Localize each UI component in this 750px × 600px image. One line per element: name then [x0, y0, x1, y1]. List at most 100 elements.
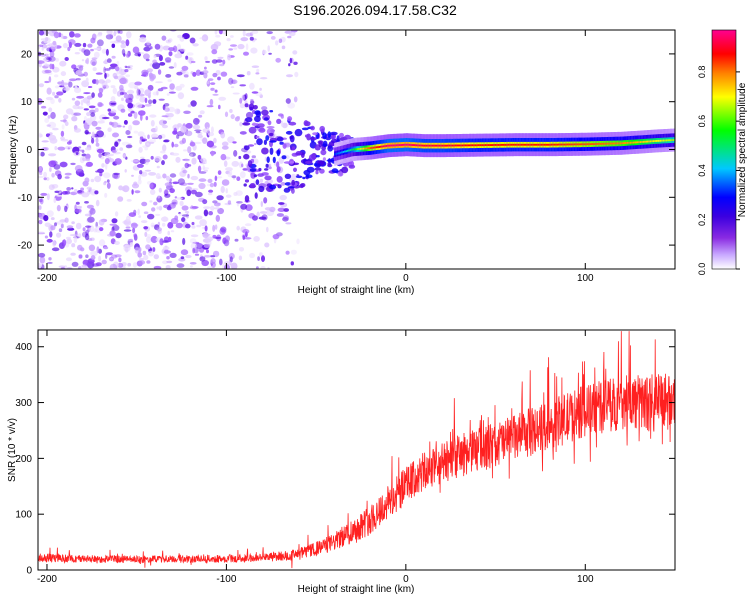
- noise-speckle: [77, 190, 83, 193]
- noise-speckle: [168, 91, 176, 94]
- noise-speckle: [122, 154, 126, 158]
- noise-speckle: [138, 247, 141, 255]
- noise-speckle: [273, 237, 277, 244]
- noise-speckle: [192, 43, 199, 47]
- signal-peak: [622, 142, 625, 145]
- noise-speckle: [292, 50, 298, 55]
- noise-speckle: [132, 227, 136, 234]
- spectrogram-noise-layer: [38, 30, 356, 269]
- signal-peak: [648, 140, 651, 143]
- noise-speckle: [74, 208, 82, 213]
- noise-speckle: [192, 124, 201, 130]
- signal-peak: [568, 143, 571, 146]
- signal-peak: [641, 141, 644, 143]
- noise-speckle: [163, 103, 170, 107]
- transition-speckle: [276, 149, 281, 157]
- noise-speckle: [81, 264, 87, 269]
- noise-speckle: [224, 111, 229, 118]
- noise-speckle: [68, 39, 76, 45]
- signal-peak: [387, 144, 390, 147]
- noise-speckle: [38, 214, 43, 218]
- noise-speckle: [199, 219, 207, 227]
- signal-peak: [496, 144, 499, 146]
- noise-speckle: [177, 43, 181, 51]
- noise-speckle: [132, 262, 138, 268]
- noise-speckle: [153, 201, 158, 206]
- noise-speckle: [215, 34, 221, 38]
- noise-speckle: [48, 107, 53, 113]
- noise-speckle: [139, 257, 144, 261]
- noise-speckle: [261, 106, 268, 111]
- signal-peak: [589, 143, 592, 146]
- noise-speckle: [138, 146, 143, 153]
- noise-speckle: [68, 81, 73, 88]
- noise-speckle: [134, 190, 141, 194]
- noise-speckle: [249, 36, 254, 41]
- noise-speckle: [38, 219, 43, 225]
- noise-speckle: [262, 49, 267, 55]
- transition-speckle: [291, 179, 296, 186]
- figure-title: S196.2026.094.17.58.C32: [293, 2, 457, 18]
- noise-speckle: [132, 46, 140, 54]
- noise-speckle: [78, 65, 84, 72]
- signal-peak: [612, 142, 615, 145]
- noise-speckle: [225, 167, 233, 172]
- noise-speckle: [159, 238, 164, 246]
- signal-peak: [658, 139, 661, 142]
- noise-speckle: [190, 189, 197, 195]
- noise-speckle: [132, 159, 140, 164]
- noise-speckle: [80, 99, 84, 106]
- signal-peak: [602, 142, 605, 145]
- signal-peak: [549, 143, 552, 146]
- noise-speckle: [162, 154, 168, 160]
- noise-speckle: [87, 86, 93, 88]
- noise-speckle: [197, 154, 202, 160]
- noise-speckle: [52, 127, 59, 131]
- signal-peak: [401, 144, 404, 146]
- noise-speckle: [177, 92, 185, 100]
- spectrogram-xlabel: Height of straight line (km): [298, 285, 415, 296]
- signal-peak: [450, 144, 453, 147]
- noise-speckle: [244, 223, 252, 227]
- y-tick-label: 300: [15, 398, 32, 409]
- noise-speckle: [52, 240, 56, 247]
- transition-speckle: [319, 125, 326, 133]
- noise-speckle: [228, 48, 233, 51]
- transition-speckle: [266, 126, 275, 129]
- noise-speckle: [209, 98, 214, 106]
- noise-speckle: [296, 238, 300, 245]
- noise-speckle: [119, 147, 124, 151]
- signal-peak: [550, 143, 553, 146]
- transition-speckle: [331, 168, 339, 173]
- noise-speckle: [189, 265, 193, 268]
- noise-speckle: [91, 120, 98, 127]
- noise-speckle: [70, 191, 77, 196]
- signal-peak: [502, 143, 504, 146]
- noise-speckle: [270, 36, 276, 40]
- noise-speckle: [105, 48, 109, 56]
- noise-speckle: [204, 122, 210, 130]
- signal-peak: [556, 143, 559, 146]
- noise-speckle: [93, 51, 100, 59]
- noise-speckle: [47, 261, 53, 264]
- transition-speckle: [269, 110, 274, 113]
- snr-x-ticks: -200 -100 0 100: [37, 330, 594, 585]
- signal-peak: [639, 141, 642, 143]
- noise-speckle: [172, 45, 178, 53]
- signal-peak: [581, 143, 583, 146]
- noise-speckle: [95, 262, 102, 267]
- noise-speckle: [239, 121, 243, 127]
- noise-speckle: [186, 189, 192, 197]
- noise-speckle: [71, 112, 78, 117]
- noise-speckle: [143, 53, 150, 60]
- signal-peak: [457, 144, 460, 147]
- noise-speckle: [74, 100, 81, 106]
- noise-speckle: [83, 122, 88, 129]
- noise-speckle: [102, 84, 110, 89]
- signal-peak: [364, 147, 367, 150]
- noise-speckle: [254, 142, 257, 146]
- noise-speckle: [152, 59, 157, 64]
- transition-speckle: [257, 173, 264, 177]
- noise-speckle: [266, 31, 273, 35]
